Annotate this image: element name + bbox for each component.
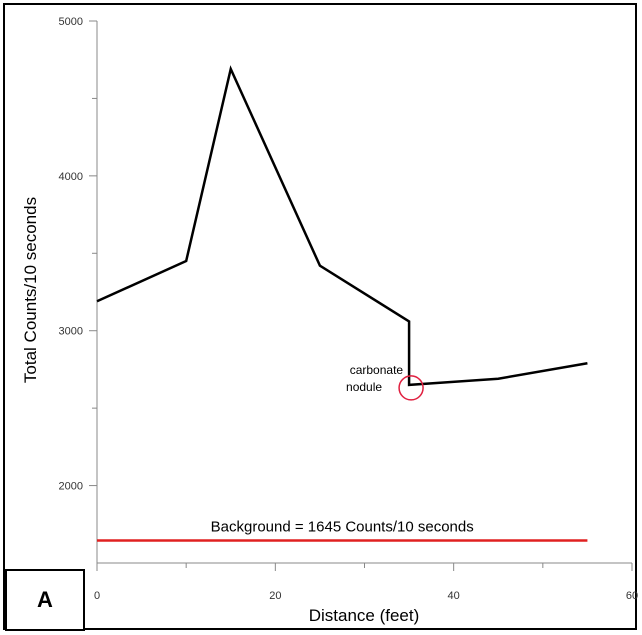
annotation-label-line2: nodule: [346, 380, 382, 394]
background-line-label: Background = 1645 Counts/10 seconds: [211, 519, 474, 536]
axes: 2000 3000 4000 5000 0 20 40 60: [59, 16, 639, 602]
y-tick-label: 4000: [59, 171, 83, 183]
series-group: [96, 65, 588, 387]
nodule-marker-circle: [398, 375, 424, 401]
x-tick-label: 20: [269, 590, 281, 602]
background-line-group: Background = 1645 Counts/10 seconds: [97, 519, 588, 542]
x-tick-label: 40: [448, 590, 460, 602]
figure-frame: [3, 3, 637, 630]
y-tick-label: 2000: [59, 481, 83, 493]
x-tick-label: 60: [626, 590, 638, 602]
x-tick-label: 0: [94, 590, 100, 602]
series-line: [96, 65, 588, 387]
annotation-group: carbonate nodule: [346, 363, 424, 401]
y-tick-label: 3000: [59, 326, 83, 338]
annotation-label-line1: carbonate: [350, 363, 404, 377]
panel-label: A: [5, 569, 85, 631]
y-tick-label: 5000: [59, 16, 83, 28]
x-axis-label: Distance (feet): [309, 606, 420, 625]
y-axis-label: Total Counts/10 seconds: [21, 197, 40, 383]
